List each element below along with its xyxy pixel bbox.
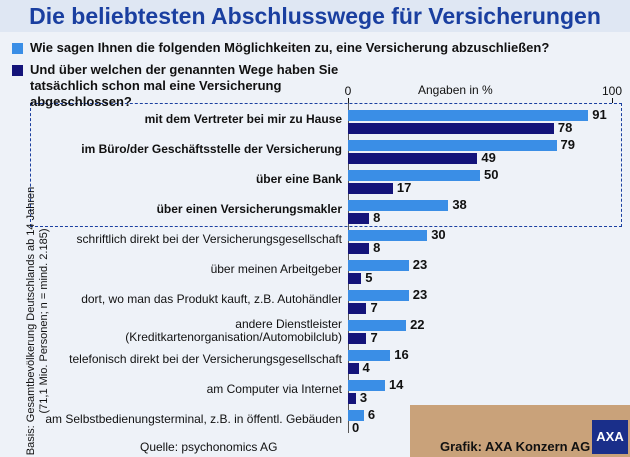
value-label: 4 (362, 360, 370, 375)
value-label: 5 (365, 270, 373, 285)
bar (348, 290, 409, 301)
logo: AXA (592, 420, 628, 454)
value-label: 8 (373, 240, 381, 255)
bar (348, 183, 393, 194)
bar (348, 363, 359, 374)
bar (348, 140, 557, 151)
value-label: 3 (359, 390, 368, 405)
source: Quelle: psychonomics AG (140, 440, 278, 454)
value-label: 23 (412, 257, 428, 272)
value-label: 38 (452, 197, 467, 212)
bar (348, 260, 409, 271)
bar (348, 320, 407, 331)
bar (348, 333, 367, 344)
highlight-box (30, 103, 622, 227)
credit: Grafik: AXA Konzern AG (440, 439, 591, 454)
category-label: im Büro/der Geschäftsstelle der Versiche… (81, 142, 342, 156)
bar (348, 350, 391, 361)
x-tick-label: 100 (601, 84, 623, 98)
bar (348, 170, 480, 181)
bar (348, 153, 478, 164)
value-label: 14 (388, 377, 404, 392)
bar (348, 380, 385, 391)
value-label: 16 (394, 347, 409, 362)
value-label: 0 (352, 420, 360, 435)
bar (348, 273, 362, 284)
value-label: 91 (592, 107, 607, 122)
value-label: 30 (431, 227, 446, 242)
value-label: 6 (367, 407, 376, 422)
legend-swatch (12, 43, 23, 54)
axis-label: Angaben in % (418, 83, 493, 97)
value-label: 23 (412, 287, 428, 302)
tick-mark (348, 98, 349, 103)
tick-mark (612, 98, 613, 103)
x-tick-label: 0 (344, 84, 352, 98)
category-label: über meinen Arbeitgeber (210, 262, 342, 276)
value-label: 49 (481, 150, 496, 165)
category-label: andere Dienstleister (Kreditkartenorgani… (125, 317, 342, 344)
value-label: 22 (410, 317, 425, 332)
bar (348, 110, 589, 121)
value-label: 79 (560, 137, 576, 152)
legend-swatch (12, 65, 23, 76)
bar (348, 303, 367, 314)
category-label: über eine Bank (255, 172, 342, 186)
value-label: 78 (557, 120, 573, 135)
bar (348, 230, 428, 241)
category-label: dort, wo man das Produkt kauft, z.B. Aut… (81, 292, 342, 306)
legend-label: Und über welchen der genannten Wege habe… (30, 62, 339, 109)
bar (348, 410, 364, 421)
bar (348, 243, 370, 254)
category-label: über einen Versicherungsmakler (156, 202, 342, 216)
value-label: 7 (370, 300, 378, 315)
category-label: telefonisch direkt bei der Versicherungs… (69, 352, 342, 366)
bar (348, 213, 370, 224)
category-label: am Computer via Internet (206, 382, 342, 396)
category-label: mit dem Vertreter bei mir zu Hause (144, 112, 342, 126)
value-label: 8 (373, 210, 381, 225)
bar (348, 200, 449, 211)
legend-label: Wie sagen Ihnen die folgenden Möglichkei… (30, 40, 550, 55)
category-label: schriftlich direkt bei der Versicherungs… (76, 232, 342, 246)
value-label: 50 (484, 167, 499, 182)
bar (348, 393, 356, 404)
category-label: am Selbstbedienungsterminal, z.B. in öff… (45, 412, 342, 426)
value-label: 17 (396, 180, 412, 195)
bar (348, 123, 554, 134)
chart-title: Die beliebtesten Abschlusswege für Versi… (0, 0, 630, 32)
value-label: 7 (370, 330, 378, 345)
